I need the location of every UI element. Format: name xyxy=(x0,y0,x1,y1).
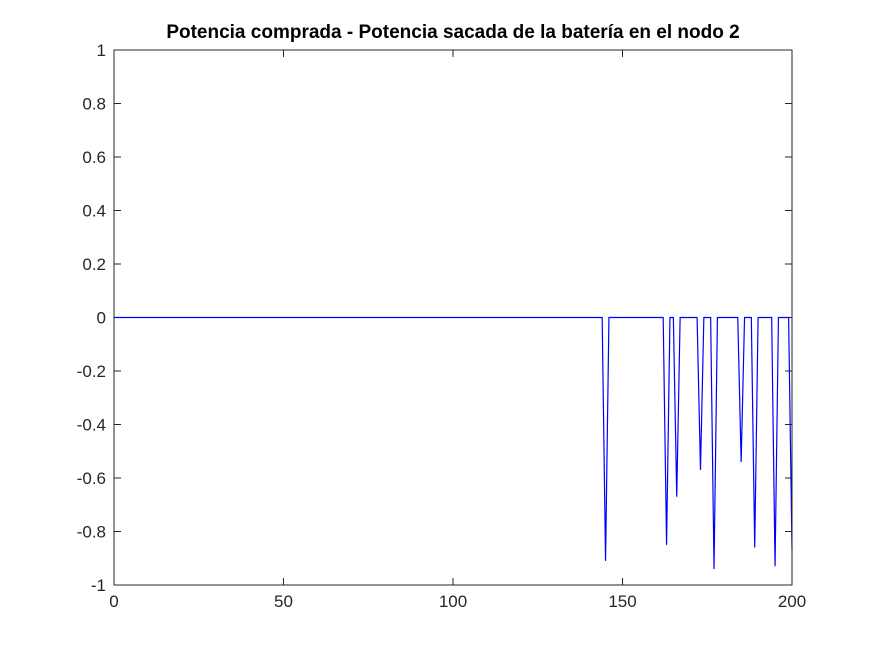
x-tick-label: 100 xyxy=(439,592,467,611)
chart-title: Potencia comprada - Potencia sacada de l… xyxy=(166,22,739,43)
y-tick-label: 0.4 xyxy=(82,202,106,221)
y-tick-label: -1 xyxy=(91,576,106,595)
axes-box xyxy=(113,49,793,586)
axis-ticks: 0 50 100 150 200 -1 -0.8 -0.6 -0.4 -0.2 0 0.2 0.4 0.6… xyxy=(77,41,806,611)
y-tick-label: -0.8 xyxy=(77,523,106,542)
x-tick-label: 50 xyxy=(274,592,293,611)
y-tick-label: 0.2 xyxy=(82,255,106,274)
y-tick-label: 0.8 xyxy=(82,95,106,114)
y-tick-label: -0.6 xyxy=(77,469,106,488)
series-line xyxy=(114,316,793,569)
x-tick-label: 200 xyxy=(778,592,806,611)
y-tick-label: 0 xyxy=(97,309,106,328)
data-series xyxy=(114,316,793,569)
y-tick-label: 1 xyxy=(97,41,106,60)
y-tick-label: -0.4 xyxy=(77,416,106,435)
y-tick-label: 0.6 xyxy=(82,148,106,167)
x-tick-label: 0 xyxy=(109,592,118,611)
y-tick-label: -0.2 xyxy=(77,362,106,381)
x-tick-label: 150 xyxy=(608,592,636,611)
